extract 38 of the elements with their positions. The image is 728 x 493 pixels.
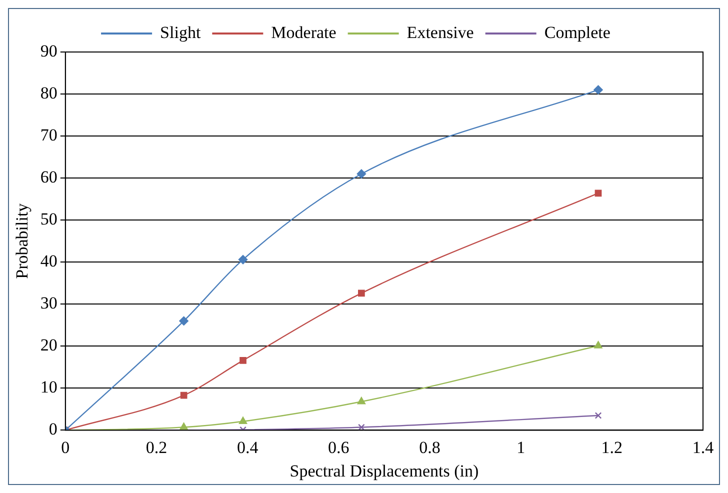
- y-tick-label: 10: [40, 378, 58, 397]
- x-tick-label: 0.6: [328, 438, 350, 457]
- y-tick-label: 70: [40, 126, 58, 145]
- legend-label: Complete: [544, 22, 610, 42]
- y-tick-label: 20: [40, 336, 58, 355]
- x-tick-label: 1.2: [601, 438, 623, 457]
- point: [180, 422, 188, 430]
- point: [180, 392, 188, 399]
- x-tick-label: 0: [61, 438, 70, 457]
- x-axis-title: Spectral Displacements (in): [290, 461, 479, 480]
- point: [238, 254, 248, 264]
- point: [594, 85, 603, 94]
- point: [358, 290, 365, 297]
- point: [240, 357, 246, 364]
- x-tick-label: 1: [516, 438, 526, 457]
- y-axis-title: Probability: [12, 202, 32, 279]
- point: [594, 341, 602, 348]
- y-tick-label: 60: [40, 168, 58, 187]
- y-tick-label: 80: [40, 83, 58, 102]
- x-tick-label: 0.2: [146, 438, 168, 457]
- point: [238, 416, 248, 424]
- point: [358, 424, 365, 430]
- point: [594, 190, 602, 197]
- y-tick-label: 0: [48, 420, 58, 439]
- point: [356, 169, 366, 178]
- point: [357, 397, 366, 404]
- y-tick-label: 30: [40, 294, 58, 313]
- point: [594, 412, 602, 419]
- x-tick-label: 0.8: [419, 438, 440, 457]
- legend-label: Extensive: [406, 22, 474, 42]
- y-tick-label: 90: [40, 41, 58, 60]
- legend-label: Slight: [160, 22, 201, 42]
- y-tick-label: 40: [40, 252, 58, 271]
- x-tick-label: 1.4: [692, 438, 714, 457]
- y-tick-label: 50: [40, 210, 58, 229]
- legend-label: Moderate: [271, 22, 336, 42]
- point: [179, 316, 188, 326]
- x-tick-label: 0.4: [236, 438, 259, 457]
